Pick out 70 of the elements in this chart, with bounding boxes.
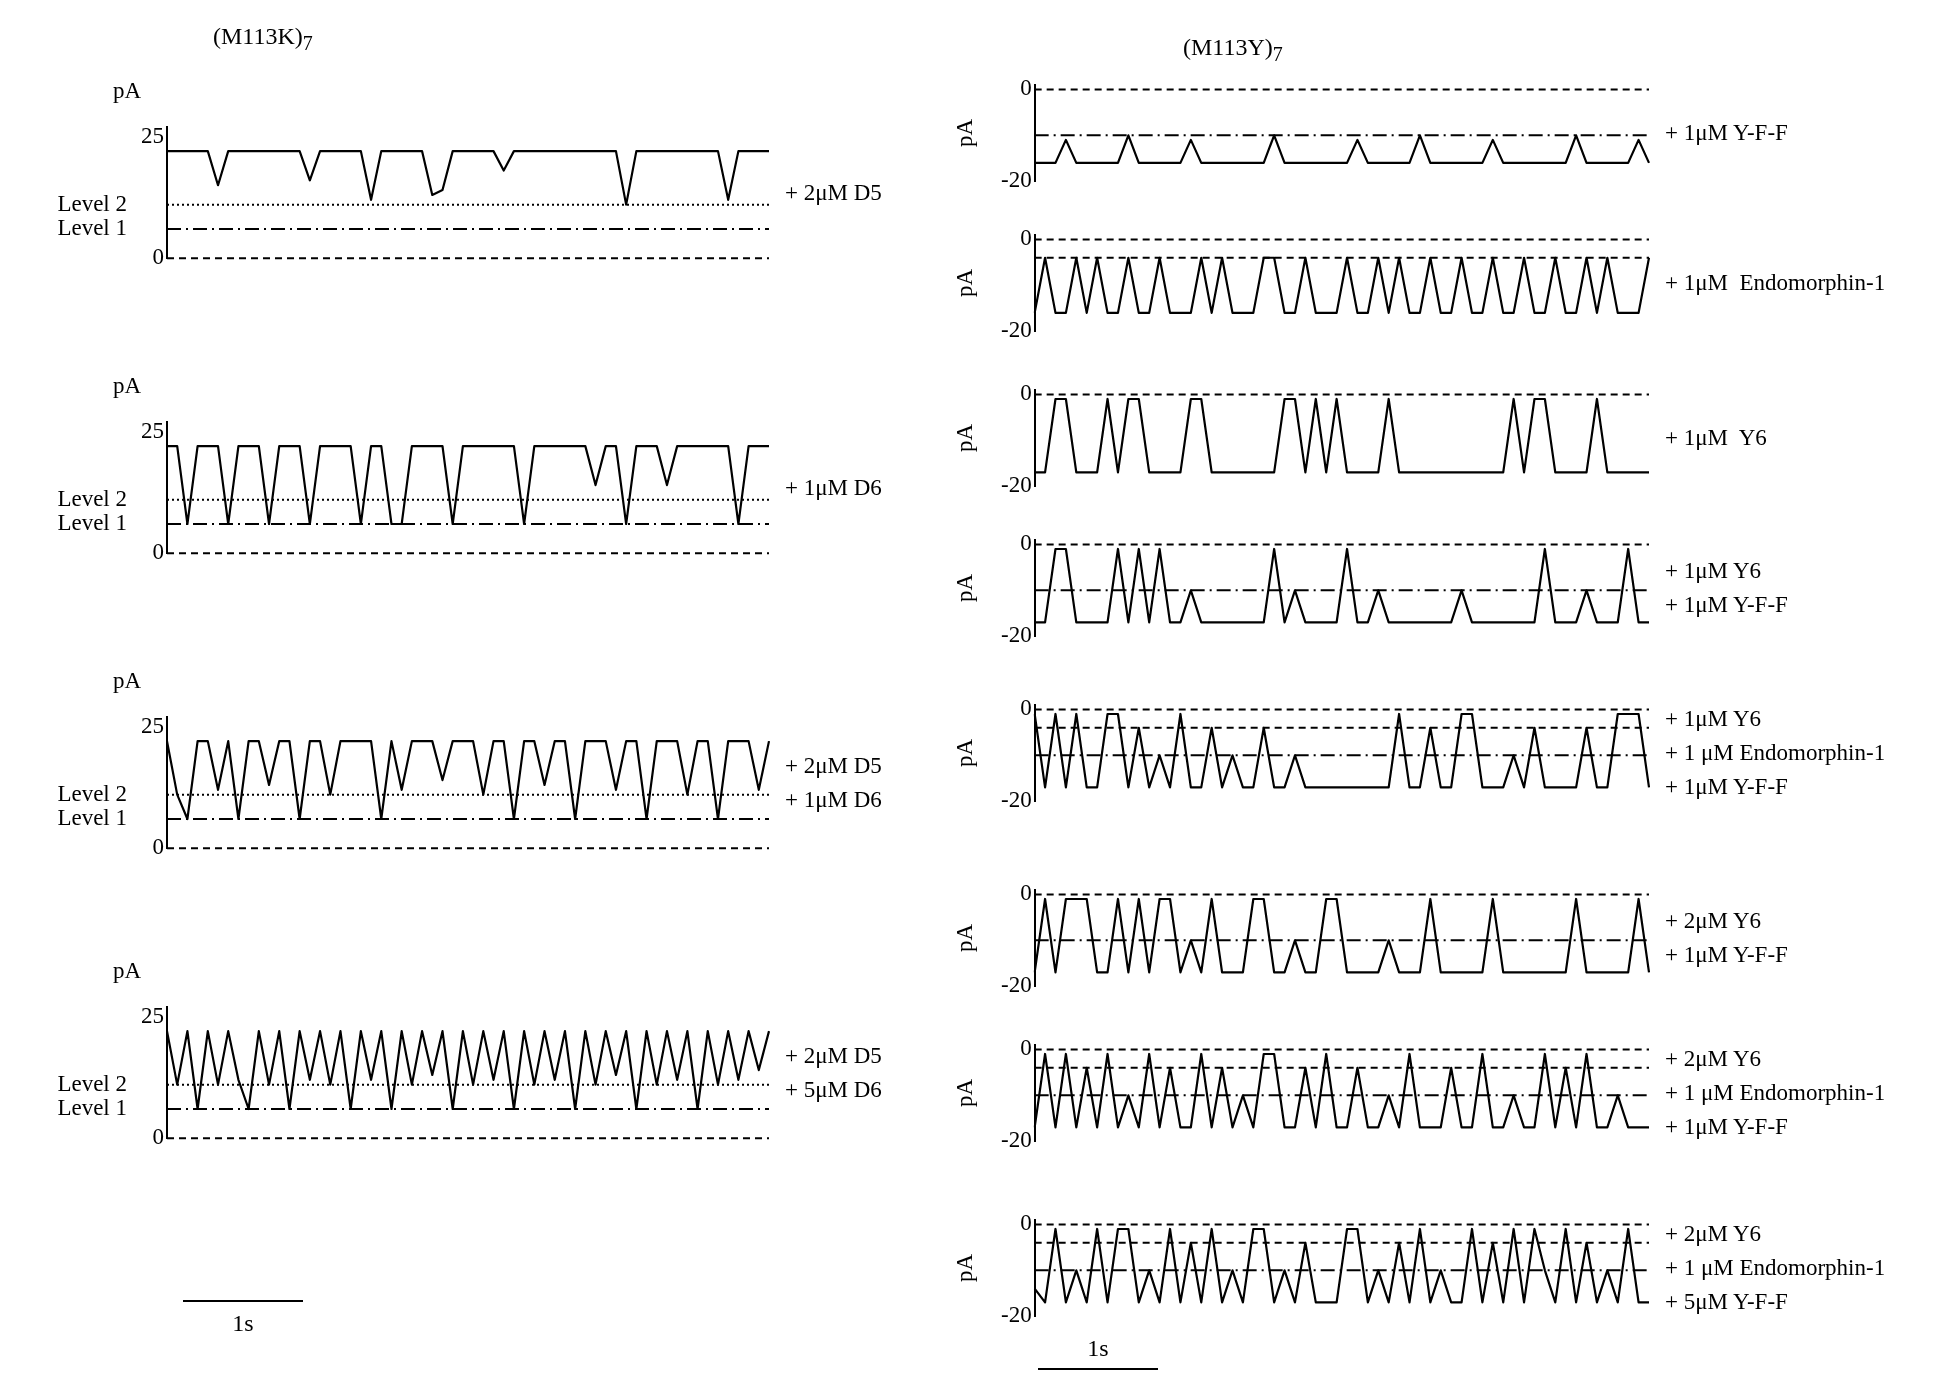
text: + 2μM Y6 xyxy=(1665,1045,1762,1073)
text: + 1μM Y6 xyxy=(1665,557,1762,585)
text: + 1μM Endomorphin-1 xyxy=(1665,269,1886,297)
text: + 2μM D5 xyxy=(785,1041,882,1070)
text: + 1μM Y-F-F xyxy=(1665,591,1788,619)
y-tick-label: -20 xyxy=(1000,622,1032,648)
text: + 2μM D5 xyxy=(785,751,882,780)
y-axis-title: pA xyxy=(952,118,979,148)
text: + 1μM Y-F-F xyxy=(1665,1113,1789,1141)
y-tick-label: -20 xyxy=(1000,317,1032,343)
ref-line-label: Level 1 xyxy=(57,1095,127,1121)
text: + 1μM Y-F-F xyxy=(1665,119,1788,147)
ref-line-label: Level 1 xyxy=(57,215,127,241)
ref-line-label: Level 2 xyxy=(57,1070,127,1096)
y-tick-label: -20 xyxy=(1000,972,1032,998)
y-axis-title: pA xyxy=(113,78,142,104)
text: + 1μM D6 xyxy=(785,473,882,502)
y-tick-label: 0 xyxy=(1020,880,1032,906)
text: + 2μM Y6 xyxy=(1665,1220,1762,1248)
y-tick-label: 0 xyxy=(152,834,164,860)
text: + 2μM Y6 xyxy=(1665,907,1762,935)
text: + 5μM Y-F-F xyxy=(1665,1288,1789,1316)
chart-title: (M113K)$_{7}$ xyxy=(213,23,313,55)
y-tick-label: 0 xyxy=(1020,225,1032,251)
ref-line-label: Level 1 xyxy=(57,805,127,831)
y-tick-label: -20 xyxy=(1000,167,1032,193)
y-tick-label: 0 xyxy=(152,244,164,270)
y-axis-title: pA xyxy=(952,573,979,603)
y-tick-label: 25 xyxy=(141,712,164,738)
y-tick-label: 0 xyxy=(152,539,164,565)
y-tick-label: 0 xyxy=(152,1124,164,1150)
y-axis-title: pA xyxy=(113,958,142,984)
y-tick-label: 0 xyxy=(1020,380,1032,406)
y-axis-title: pA xyxy=(113,668,142,694)
text: + 1 μM Endomorphin-1 xyxy=(1665,1254,1886,1282)
ref-line-label: Level 2 xyxy=(57,780,127,806)
y-tick-label: 25 xyxy=(141,1002,164,1028)
y-tick-label: 0 xyxy=(1020,1035,1032,1061)
x-axis-title: 1s xyxy=(1086,1335,1110,1362)
y-tick-label: 0 xyxy=(1020,1210,1032,1236)
text: + 1μM Y6 xyxy=(1665,424,1767,452)
text: + 5μM D6 xyxy=(785,1075,882,1104)
ref-line-label: Level 2 xyxy=(57,190,127,216)
y-axis-title: pA xyxy=(952,738,979,768)
text: + 2μM D5 xyxy=(785,178,882,207)
y-axis-title: pA xyxy=(113,373,142,399)
y-tick-label: 0 xyxy=(1020,530,1032,556)
x-axis-title: 1s xyxy=(231,1310,255,1337)
y-tick-label: 0 xyxy=(1020,695,1032,721)
y-axis-title: pA xyxy=(952,268,979,298)
y-tick-label: 25 xyxy=(141,417,164,443)
text: + 1μM D6 xyxy=(785,785,882,814)
text: + 1μM Y-F-F xyxy=(1665,773,1789,801)
chart-title: (M113Y)$_{7}$ xyxy=(1183,34,1283,66)
y-tick-label: -20 xyxy=(1000,1127,1032,1153)
y-tick-label: 0 xyxy=(1020,75,1032,101)
text: + 1 μM Endomorphin-1 xyxy=(1665,739,1886,767)
y-axis-title: pA xyxy=(952,1078,979,1108)
y-axis-title: pA xyxy=(952,923,979,953)
ref-line-label: Level 1 xyxy=(57,510,127,536)
y-tick-label: -20 xyxy=(1000,472,1032,498)
y-axis-title: pA xyxy=(952,1253,979,1283)
text: + 1 μM Endomorphin-1 xyxy=(1665,1079,1886,1107)
y-tick-label: -20 xyxy=(1000,1302,1032,1328)
ref-line-label: Level 2 xyxy=(57,485,127,511)
y-axis-title: pA xyxy=(952,423,979,453)
y-tick-label: 25 xyxy=(141,122,164,148)
text: + 1μM Y6 xyxy=(1665,705,1762,733)
text: + 1μM Y-F-F xyxy=(1665,941,1788,969)
y-tick-label: -20 xyxy=(1000,787,1032,813)
